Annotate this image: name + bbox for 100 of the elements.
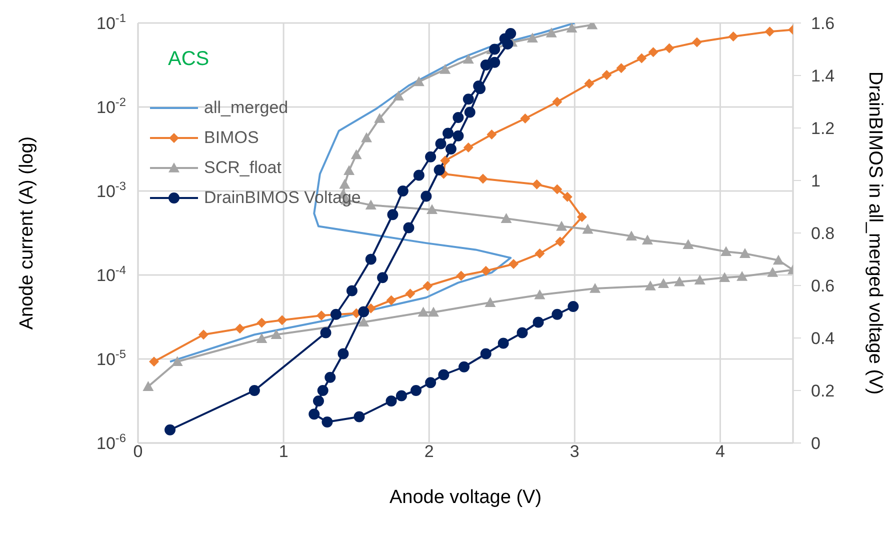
point	[648, 47, 658, 58]
legend-label: all_merged	[204, 98, 288, 118]
point	[463, 142, 474, 152]
point	[552, 96, 562, 107]
point	[413, 76, 424, 86]
point	[658, 278, 669, 288]
point	[719, 272, 730, 282]
point	[358, 316, 370, 326]
y2-axis-title: DrainBIMOS in all_merged voltage (V)	[864, 71, 886, 395]
point	[736, 270, 748, 281]
y-tick-label: 10$^{-3}$	[96, 178, 126, 201]
point	[149, 356, 160, 367]
point	[422, 280, 433, 291]
point	[556, 220, 568, 231]
point	[590, 283, 601, 293]
point	[386, 295, 396, 306]
x-tick-label: 2	[424, 442, 434, 461]
point	[393, 90, 404, 100]
point	[500, 213, 512, 223]
point	[534, 248, 545, 259]
y2-tick-label: 0.2	[811, 381, 835, 400]
point	[365, 200, 376, 210]
point	[256, 333, 268, 343]
point	[339, 178, 350, 189]
x-tick-label: 4	[715, 442, 725, 461]
point	[172, 356, 183, 366]
x-tick-label: 3	[570, 442, 580, 461]
point	[534, 289, 546, 300]
point	[626, 230, 637, 241]
point	[772, 254, 784, 265]
y-tick-label: 10$^{-1}$	[96, 10, 126, 33]
y-tick-label: 10$^{-2}$	[96, 94, 126, 117]
legend-label: SCR_float	[204, 158, 282, 178]
point	[532, 179, 542, 190]
y2-tick-label: 1.6	[811, 14, 835, 33]
point	[694, 274, 706, 284]
point	[486, 130, 497, 140]
y-axis-title: Anode current (A) (log)	[16, 136, 38, 330]
y2-tick-label: 0.4	[811, 328, 835, 348]
point	[764, 26, 775, 37]
y2-tick-label: 0.8	[811, 224, 835, 243]
point	[576, 212, 587, 222]
point	[405, 288, 416, 299]
point	[720, 246, 732, 256]
point	[526, 32, 538, 43]
point	[418, 306, 429, 317]
point	[361, 132, 372, 142]
x-tick-label: 0	[133, 442, 143, 461]
point	[520, 113, 530, 124]
point	[552, 184, 562, 194]
point	[270, 329, 282, 340]
point	[644, 280, 656, 290]
y2-tick-label: 1.2	[811, 118, 835, 138]
y2-tick-label: 1	[811, 171, 820, 190]
point	[456, 270, 466, 281]
line-series	[169, 23, 576, 363]
point	[767, 267, 778, 277]
point	[440, 156, 450, 166]
y2-tick-label: 1.4	[811, 66, 835, 86]
point	[428, 306, 439, 317]
point	[664, 43, 674, 54]
y2-tick-label: 0.6	[811, 276, 835, 296]
point	[692, 37, 702, 48]
point	[316, 310, 326, 320]
point	[198, 330, 208, 340]
point	[350, 149, 362, 160]
y-tick-label: 10$^{-4}$	[96, 262, 126, 285]
point	[546, 28, 557, 38]
point	[636, 53, 647, 64]
point	[566, 23, 578, 32]
point	[584, 78, 594, 89]
annotation: ACS	[168, 48, 210, 71]
y-tick-label: 10$^{-5}$	[96, 346, 126, 369]
point	[674, 276, 685, 286]
point	[728, 32, 738, 42]
legend-label: BIMOS	[204, 128, 259, 148]
point	[440, 64, 451, 74]
point	[462, 54, 474, 64]
point	[478, 174, 488, 184]
point	[682, 239, 694, 250]
y-tick-label: 10$^{-6}$	[96, 430, 126, 453]
point	[642, 234, 653, 245]
point	[374, 112, 386, 123]
point	[602, 70, 612, 80]
point	[582, 224, 594, 234]
x-axis-title: Anode voltage (V)	[389, 487, 542, 508]
point	[234, 324, 245, 334]
point	[739, 248, 750, 258]
point	[555, 236, 566, 247]
point	[562, 192, 572, 202]
point	[277, 315, 288, 326]
point	[480, 266, 491, 276]
point	[616, 63, 626, 74]
point	[344, 165, 355, 175]
point	[484, 297, 496, 307]
point	[256, 318, 267, 328]
x-tick-label: 1	[278, 442, 288, 461]
point	[142, 381, 154, 391]
point	[508, 259, 519, 270]
point	[426, 204, 438, 214]
